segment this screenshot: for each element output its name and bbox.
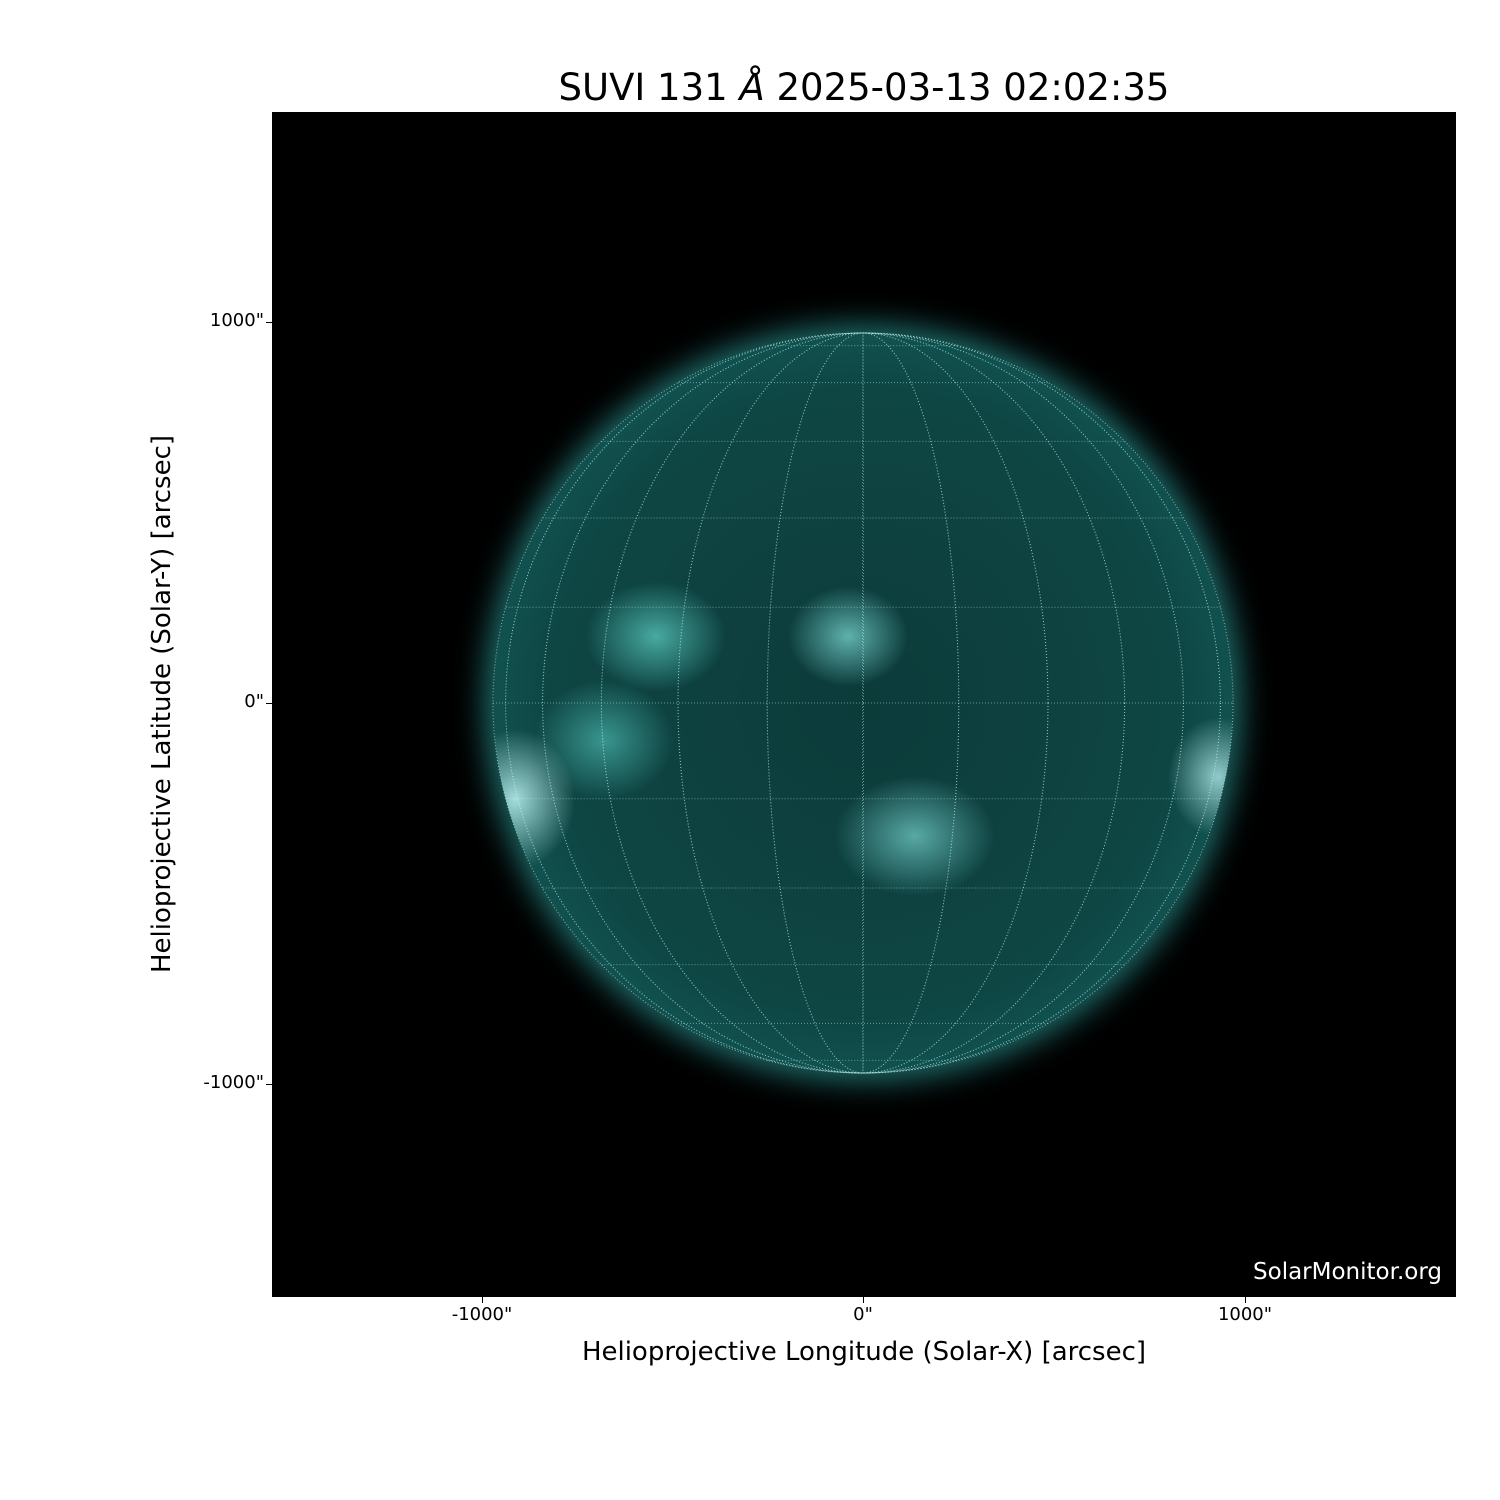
meridian-line bbox=[766, 332, 960, 1074]
y-tick-label: -1000" bbox=[203, 1072, 264, 1093]
y-tick-mark bbox=[266, 1084, 272, 1085]
meridian-line bbox=[505, 332, 1221, 1074]
y-tick-label: 1000" bbox=[209, 310, 264, 331]
meridian-line bbox=[542, 332, 1184, 1074]
meridian-line bbox=[505, 332, 1221, 1074]
y-tick-mark bbox=[266, 322, 272, 323]
meridian-line bbox=[677, 332, 1049, 1074]
y-axis-label: Helioprojective Latitude (Solar-Y) [arcs… bbox=[147, 434, 177, 974]
title-text: SUVI 131 bbox=[558, 66, 740, 109]
y-tick-mark bbox=[266, 703, 272, 704]
x-axis-label: Helioprojective Longitude (Solar-X) [arc… bbox=[581, 1337, 1147, 1367]
meridian-line bbox=[862, 332, 864, 1074]
x-tick-label: 1000" bbox=[1217, 1304, 1273, 1325]
meridian-line bbox=[600, 332, 1126, 1074]
title-date: 2025-03-13 02:02:35 bbox=[764, 66, 1170, 109]
x-tick-mark bbox=[863, 1297, 864, 1303]
y-tick-label: 0" bbox=[244, 691, 264, 712]
limb-line bbox=[492, 332, 1234, 1074]
watermark: SolarMonitor.org bbox=[1253, 1259, 1442, 1285]
plot-title: SUVI 131 Å 2025-03-13 02:02:35 bbox=[0, 66, 1500, 109]
x-tick-mark bbox=[1245, 1297, 1246, 1303]
solar-disk bbox=[493, 333, 1233, 1073]
meridian-line bbox=[677, 332, 1049, 1074]
heliographic-grid bbox=[492, 332, 1234, 1074]
solar-image-axes: SolarMonitor.org bbox=[272, 112, 1456, 1297]
x-tick-label: 0" bbox=[853, 1304, 873, 1325]
meridian-line bbox=[766, 332, 960, 1074]
meridian-line bbox=[600, 332, 1126, 1074]
title-unit: Å bbox=[739, 66, 765, 109]
meridian-line bbox=[542, 332, 1184, 1074]
x-tick-label: -1000" bbox=[451, 1304, 513, 1325]
x-tick-mark bbox=[482, 1297, 483, 1303]
